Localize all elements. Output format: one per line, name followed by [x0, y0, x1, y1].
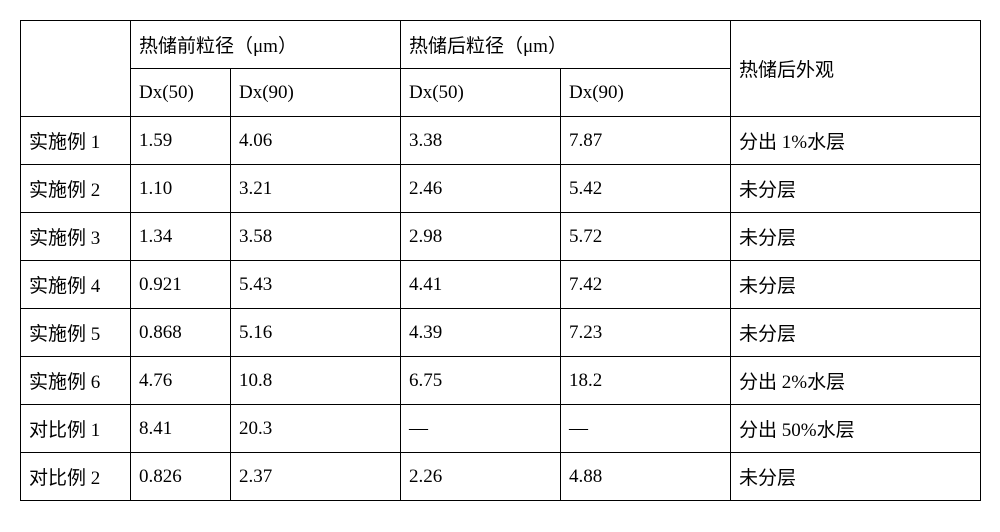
cell-d50-after: —: [401, 405, 561, 453]
cell-appearance: 未分层: [731, 165, 981, 213]
cell-d50-before: 1.10: [131, 165, 231, 213]
table-row: 实施例 2 1.10 3.21 2.46 5.42 未分层: [21, 165, 981, 213]
cell-appearance: 未分层: [731, 213, 981, 261]
cell-d50-before: 1.59: [131, 117, 231, 165]
cell-appearance: 未分层: [731, 261, 981, 309]
header-appearance: 热储后外观: [731, 21, 981, 117]
table-row: 实施例 6 4.76 10.8 6.75 18.2 分出 2%水层: [21, 357, 981, 405]
table-row: 实施例 3 1.34 3.58 2.98 5.72 未分层: [21, 213, 981, 261]
cell-label: 实施例 4: [21, 261, 131, 309]
cell-d90-after: 7.87: [561, 117, 731, 165]
cell-d50-after: 4.39: [401, 309, 561, 357]
header-label-blank: [21, 21, 131, 117]
header-after-storage: 热储后粒径（μm）: [401, 21, 731, 69]
cell-d90-after: —: [561, 405, 731, 453]
subheader-d90-before: Dx(90): [231, 69, 401, 117]
table-row: 实施例 4 0.921 5.43 4.41 7.42 未分层: [21, 261, 981, 309]
cell-appearance: 分出 50%水层: [731, 405, 981, 453]
cell-d90-after: 7.42: [561, 261, 731, 309]
cell-appearance: 未分层: [731, 453, 981, 501]
cell-d50-after: 3.38: [401, 117, 561, 165]
cell-d50-after: 2.98: [401, 213, 561, 261]
table-body: 实施例 1 1.59 4.06 3.38 7.87 分出 1%水层 实施例 2 …: [21, 117, 981, 501]
cell-d90-after: 5.72: [561, 213, 731, 261]
cell-d50-before: 1.34: [131, 213, 231, 261]
subheader-d50-before: Dx(50): [131, 69, 231, 117]
cell-appearance: 未分层: [731, 309, 981, 357]
cell-label: 实施例 5: [21, 309, 131, 357]
cell-d50-before: 8.41: [131, 405, 231, 453]
cell-d50-after: 2.46: [401, 165, 561, 213]
header-before-storage: 热储前粒径（μm）: [131, 21, 401, 69]
cell-d90-before: 5.43: [231, 261, 401, 309]
cell-label: 实施例 3: [21, 213, 131, 261]
cell-d90-after: 18.2: [561, 357, 731, 405]
table-row: 对比例 1 8.41 20.3 — — 分出 50%水层: [21, 405, 981, 453]
cell-d50-after: 4.41: [401, 261, 561, 309]
cell-d90-after: 5.42: [561, 165, 731, 213]
cell-d50-after: 2.26: [401, 453, 561, 501]
cell-label: 对比例 1: [21, 405, 131, 453]
particle-size-table: 热储前粒径（μm） 热储后粒径（μm） 热储后外观 Dx(50) Dx(90) …: [20, 20, 981, 501]
cell-label: 实施例 2: [21, 165, 131, 213]
cell-d90-before: 3.21: [231, 165, 401, 213]
cell-d90-after: 7.23: [561, 309, 731, 357]
cell-label: 实施例 1: [21, 117, 131, 165]
cell-d90-after: 4.88: [561, 453, 731, 501]
cell-d90-before: 20.3: [231, 405, 401, 453]
cell-d90-before: 4.06: [231, 117, 401, 165]
cell-d50-after: 6.75: [401, 357, 561, 405]
cell-d90-before: 2.37: [231, 453, 401, 501]
cell-appearance: 分出 2%水层: [731, 357, 981, 405]
subheader-d90-after: Dx(90): [561, 69, 731, 117]
header-row-1: 热储前粒径（μm） 热储后粒径（μm） 热储后外观: [21, 21, 981, 69]
table-row: 实施例 1 1.59 4.06 3.38 7.87 分出 1%水层: [21, 117, 981, 165]
cell-d50-before: 4.76: [131, 357, 231, 405]
subheader-d50-after: Dx(50): [401, 69, 561, 117]
cell-d50-before: 0.826: [131, 453, 231, 501]
cell-appearance: 分出 1%水层: [731, 117, 981, 165]
cell-d90-before: 3.58: [231, 213, 401, 261]
table-row: 对比例 2 0.826 2.37 2.26 4.88 未分层: [21, 453, 981, 501]
table-header: 热储前粒径（μm） 热储后粒径（μm） 热储后外观 Dx(50) Dx(90) …: [21, 21, 981, 117]
cell-label: 对比例 2: [21, 453, 131, 501]
cell-d50-before: 0.868: [131, 309, 231, 357]
cell-d90-before: 10.8: [231, 357, 401, 405]
cell-d50-before: 0.921: [131, 261, 231, 309]
cell-d90-before: 5.16: [231, 309, 401, 357]
cell-label: 实施例 6: [21, 357, 131, 405]
table-row: 实施例 5 0.868 5.16 4.39 7.23 未分层: [21, 309, 981, 357]
